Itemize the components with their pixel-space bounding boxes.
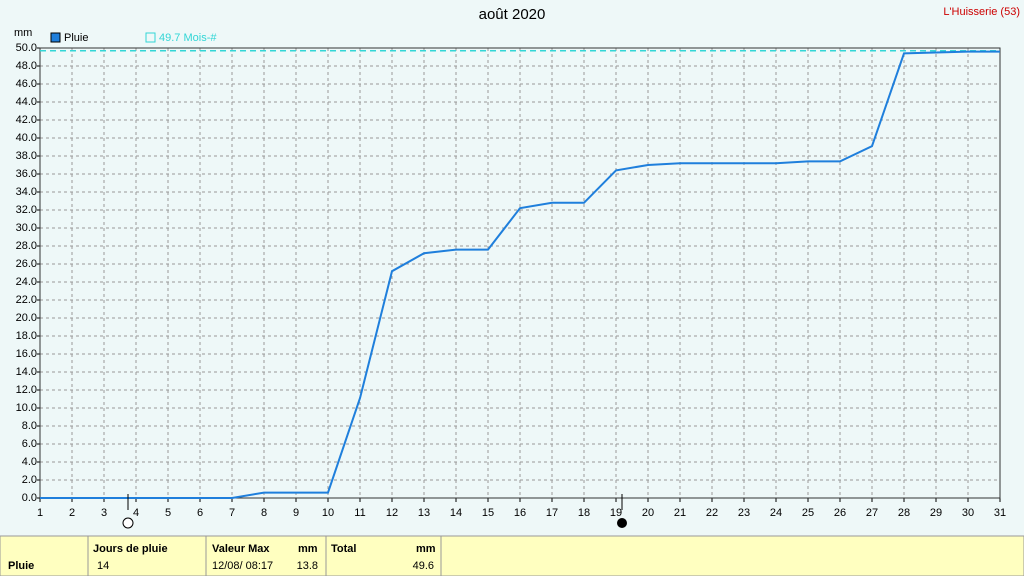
y-tick-label: 10.0 — [16, 402, 37, 414]
y-tick-label: 16.0 — [16, 348, 37, 360]
table-header: mm — [416, 543, 436, 555]
y-tick-label: 34.0 — [16, 186, 37, 198]
x-tick-label: 1 — [37, 507, 43, 519]
table-cell: 13.8 — [297, 560, 318, 572]
x-tick-label: 25 — [802, 507, 814, 519]
y-tick-label: 8.0 — [22, 420, 37, 432]
x-tick-label: 22 — [706, 507, 718, 519]
x-tick-label: 24 — [770, 507, 782, 519]
x-tick-label: 7 — [229, 507, 235, 519]
x-tick-label: 6 — [197, 507, 203, 519]
chart-title: août 2020 — [479, 6, 546, 23]
plot: 0.0 2.0 4.0 6.0 8.0 10.0 12.0 14.0 16.0 18.0 20.0 2… — [16, 42, 1007, 519]
x-tick-label: 9 — [293, 507, 299, 519]
table-header: Jours de pluie — [93, 543, 168, 555]
x-tick-label: 23 — [738, 507, 750, 519]
y-tick-label: 32.0 — [16, 204, 37, 216]
plot-frame — [39, 47, 1001, 499]
x-tick-label: 3 — [101, 507, 107, 519]
y-tick-label: 14.0 — [16, 366, 37, 378]
table-header: Total — [331, 543, 356, 555]
x-tick-label: 13 — [418, 507, 430, 519]
y-tick-label: 2.0 — [22, 474, 37, 486]
y-tick-label: 30.0 — [16, 222, 37, 234]
y-tick-label: 0.0 — [22, 492, 37, 504]
x-tick-label: 12 — [386, 507, 398, 519]
table-cell: 12/08/ 08:17 — [212, 560, 273, 572]
x-tick-label: 11 — [354, 507, 365, 519]
y-tick-label: 38.0 — [16, 150, 37, 162]
x-tick-label: 20 — [642, 507, 654, 519]
station: L'Huisserie (53) — [943, 6, 1020, 18]
y-tick-label: 42.0 — [16, 114, 37, 126]
x-tick-label: 5 — [165, 507, 171, 519]
table-cell: 49.6 — [413, 560, 434, 572]
legend-swatch — [50, 32, 61, 43]
y-tick-label: 4.0 — [22, 456, 37, 468]
y-tick-label: 48.0 — [16, 60, 37, 72]
legend-label: Pluie — [64, 32, 88, 44]
y-tick-label: 46.0 — [16, 78, 37, 90]
x-tick-label: 10 — [322, 507, 334, 519]
summary-table: Jours de pluie Valeur Max mm Total mm Pl… — [0, 535, 1024, 576]
moon-icon — [122, 517, 134, 529]
x-tick-label: 28 — [898, 507, 910, 519]
y-tick-label: 28.0 — [16, 240, 37, 252]
x-tick-label: 18 — [578, 507, 590, 519]
x-tick-label: 4 — [133, 507, 139, 519]
y-tick-label: 12.0 — [16, 384, 37, 396]
y-tick-label: 44.0 — [16, 96, 37, 108]
x-tick-label: 26 — [834, 507, 846, 519]
y-tick-label: 40.0 — [16, 132, 37, 144]
x-tick-label: 8 — [261, 507, 267, 519]
x-tick-label: 17 — [546, 507, 558, 519]
table-cell: 14 — [97, 560, 109, 572]
legend-swatch — [145, 32, 156, 43]
y-tick-label: 6.0 — [22, 438, 37, 450]
y-tick-label: 26.0 — [16, 258, 37, 270]
table-cell: Pluie — [8, 560, 34, 572]
data-line — [40, 50, 1000, 499]
table-header: mm — [298, 543, 318, 555]
x-tick-label: 31 — [994, 507, 1006, 519]
y-tick-label: 24.0 — [16, 276, 37, 288]
y-axis-label: mm — [14, 27, 32, 39]
y-tick-label: 50.0 — [16, 42, 37, 54]
table-header: Valeur Max — [212, 543, 270, 555]
x-tick-label: 16 — [514, 507, 526, 519]
y-tick-label: 18.0 — [16, 330, 37, 342]
y-tick-label: 22.0 — [16, 294, 37, 306]
table-bg — [0, 535, 1024, 576]
y-tick-label: 36.0 — [16, 168, 37, 180]
x-tick-label: 30 — [962, 507, 974, 519]
x-tick-label: 14 — [450, 507, 462, 519]
legend-label: 49.7 Mois-# — [159, 32, 217, 44]
x-tick-label: 29 — [930, 507, 942, 519]
x-tick-label: 21 — [674, 507, 686, 519]
y-tick-label: 20.0 — [16, 312, 37, 324]
x-tick-label: 27 — [866, 507, 878, 519]
x-tick-label: 19 — [610, 507, 622, 519]
moon-icon — [617, 518, 627, 528]
x-tick-label: 2 — [69, 507, 75, 519]
x-tick-label: 15 — [482, 507, 494, 519]
